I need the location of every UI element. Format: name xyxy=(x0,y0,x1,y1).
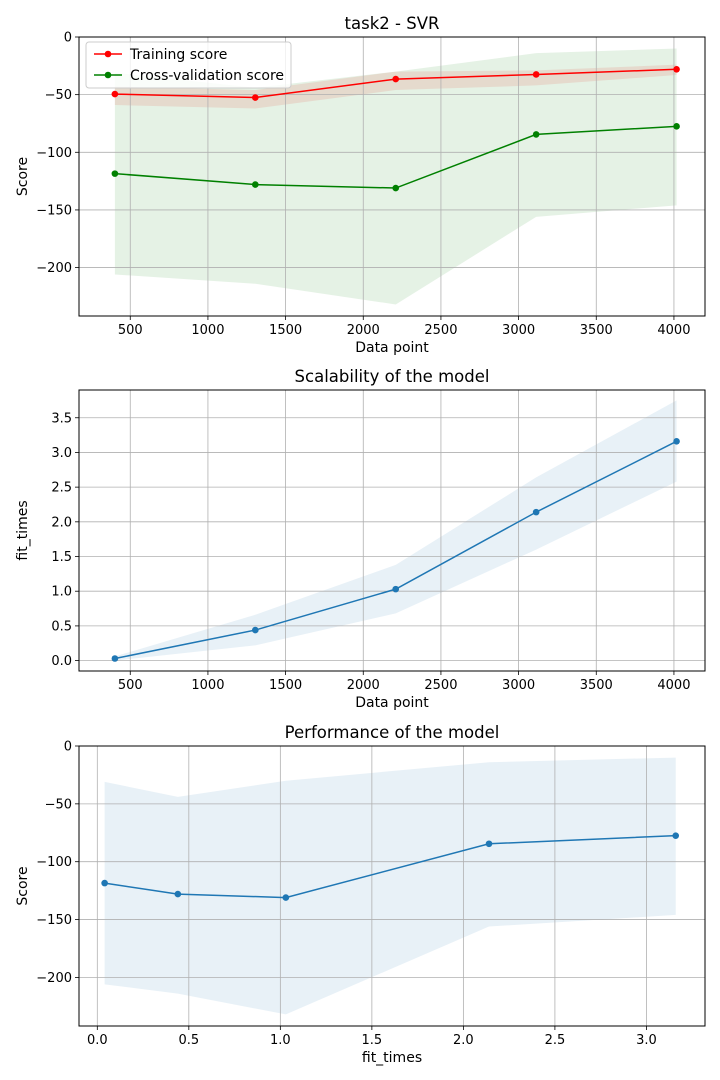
x-tick-label: 2000 xyxy=(347,678,380,693)
legend-marker xyxy=(104,71,112,79)
y-tick-label: 0 xyxy=(64,740,72,755)
data-point xyxy=(532,508,540,516)
x-tick-label: 1500 xyxy=(269,678,302,693)
x-tick-label: 2.5 xyxy=(545,1033,566,1048)
y-axis-label: Score xyxy=(15,157,31,196)
data-point xyxy=(111,655,119,662)
x-tick-label: 500 xyxy=(118,678,143,693)
y-tick-label: 0 xyxy=(64,31,72,46)
x-tick-label: 4000 xyxy=(657,678,690,693)
chart-title: Performance of the model xyxy=(285,723,500,742)
x-tick-label: 1000 xyxy=(191,323,224,338)
data-point xyxy=(111,90,119,98)
x-tick-label: 1.0 xyxy=(270,1033,291,1048)
data-point xyxy=(392,184,400,192)
legend-box xyxy=(85,41,292,89)
y-tick-label: 1.5 xyxy=(51,550,72,565)
data-point xyxy=(392,585,400,593)
plot-area xyxy=(79,37,705,316)
x-tick-label: 3000 xyxy=(502,678,535,693)
y-tick-label: 0.0 xyxy=(51,654,72,669)
data-point xyxy=(101,879,108,887)
y-tick-label: −200 xyxy=(36,971,72,986)
axes-frame xyxy=(78,389,706,672)
x-tick-label: 3500 xyxy=(580,678,613,693)
y-axis-label: Score xyxy=(15,866,31,905)
plot-area xyxy=(79,746,705,1026)
x-tick-label: 1500 xyxy=(269,323,302,338)
data-point xyxy=(532,71,540,78)
x-tick-label: 1000 xyxy=(191,678,224,693)
legend: Training score Cross-validation score xyxy=(85,41,292,89)
chart-1: 500 1000 1500 2000 2500 3000 3500 4000 0 −50 −100 −… xyxy=(15,14,706,356)
y-tick-label: −150 xyxy=(36,913,72,928)
confidence-band-2 xyxy=(114,48,677,305)
data-point xyxy=(532,131,540,138)
y-tick-label: −100 xyxy=(36,146,72,161)
y-tick-label: −150 xyxy=(36,203,72,218)
x-tick-label: 3500 xyxy=(580,323,613,338)
legend-marker xyxy=(104,50,112,58)
y-tick-label: 3.0 xyxy=(51,446,72,461)
data-point xyxy=(252,94,259,101)
y-tick-label: 2.5 xyxy=(51,481,72,496)
x-tick-label: 0.5 xyxy=(178,1033,199,1048)
x-tick-label: 4000 xyxy=(657,323,690,338)
y-tick-label: 0.5 xyxy=(51,619,72,634)
x-axis-label: Data point xyxy=(355,695,429,711)
data-point xyxy=(673,123,680,130)
y-tick-label: 2.0 xyxy=(51,515,72,530)
data-point xyxy=(252,626,259,634)
y-tick-label: 1.0 xyxy=(51,585,72,600)
y-axis-label: fit_times xyxy=(15,500,31,560)
data-point xyxy=(673,438,680,445)
x-tick-label: 2.0 xyxy=(453,1033,474,1048)
x-tick-label: 3.0 xyxy=(636,1033,657,1048)
axes-frame xyxy=(78,36,706,317)
data-point xyxy=(673,65,680,73)
chart-3: 0.0 0.5 1.0 1.5 2.0 2.5 3.0 0 −50 −100 −150 −200 Per… xyxy=(15,723,706,1066)
y-tick-label: −50 xyxy=(45,797,72,812)
confidence-band-1 xyxy=(114,400,677,661)
x-tick-label: 2500 xyxy=(424,678,457,693)
x-axis-label: Data point xyxy=(355,340,429,356)
legend-entry: Training score xyxy=(129,47,227,63)
y-tick-label: −50 xyxy=(45,88,72,103)
data-point xyxy=(672,832,680,839)
y-tick-label: −100 xyxy=(36,855,72,870)
data-point xyxy=(174,890,182,898)
x-tick-label: 0.0 xyxy=(87,1033,108,1048)
x-tick-label: 500 xyxy=(118,323,143,338)
chart-title: task2 - SVR xyxy=(345,14,440,33)
data-point xyxy=(111,170,119,177)
y-tick-label: 3.5 xyxy=(51,411,72,426)
data-point xyxy=(392,75,400,83)
plot-area xyxy=(79,390,705,671)
data-point xyxy=(485,840,493,848)
y-tick-label: −200 xyxy=(36,261,72,276)
x-tick-label: 2500 xyxy=(424,323,457,338)
x-tick-label: 2000 xyxy=(347,323,380,338)
x-tick-label: 1.5 xyxy=(362,1033,383,1048)
x-axis-label: fit_times xyxy=(362,1050,422,1066)
x-tick-label: 3000 xyxy=(502,323,535,338)
data-point xyxy=(282,894,290,901)
data-point xyxy=(252,181,259,188)
confidence-band-1 xyxy=(104,757,676,1015)
chart-2: 500 1000 1500 2000 2500 3000 3500 4000 0.0 0.5 1.0… xyxy=(15,367,706,711)
axes-frame xyxy=(78,745,706,1027)
legend-entry: Cross-validation score xyxy=(130,68,284,84)
chart-title: Scalability of the model xyxy=(295,367,490,386)
